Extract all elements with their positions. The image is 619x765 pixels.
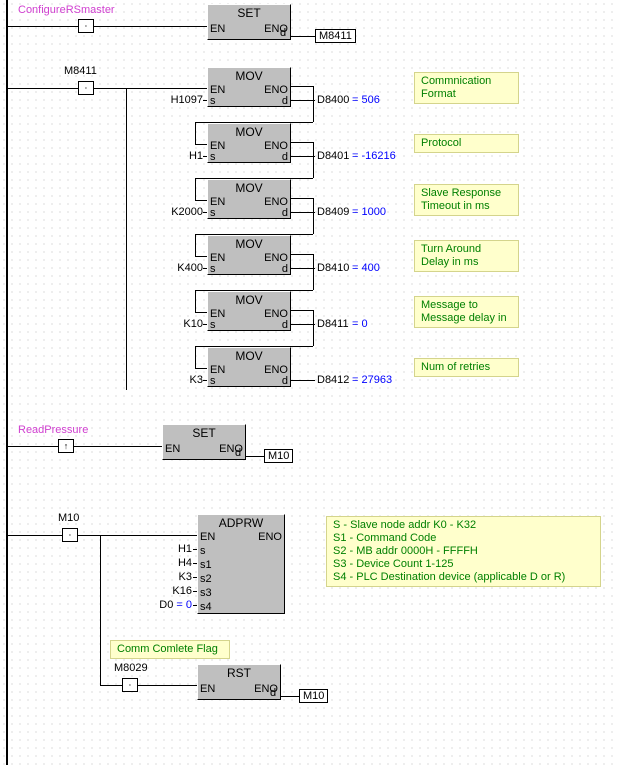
rung1-output: M8411 — [315, 29, 356, 43]
mov0-comment: Commnication Format — [414, 72, 519, 104]
rung1-set-block: SET EN ENO d — [207, 4, 291, 40]
mov4-comment: Message to Message delay in — [414, 296, 519, 328]
mov-block-2: MOV EN ENO s d — [207, 179, 291, 219]
mov-block-4: MOV EN ENO s d — [207, 291, 291, 331]
mov4-val: = 0 — [352, 318, 368, 330]
mov-block-0: MOV EN ENO s d — [207, 67, 291, 107]
adprw-in2: K3 — [142, 571, 192, 583]
adprw-block: ADPRW EN ENO s s1 s2 s3 s4 — [197, 514, 285, 614]
adprw-in4: D0 = 0 — [142, 599, 192, 611]
r2-contact-label: M8411 — [64, 65, 97, 77]
adprw-in0: H1 — [142, 543, 192, 555]
rung3-label: ReadPressure — [18, 424, 88, 436]
mov4-dout: D8411 — [317, 318, 349, 330]
mov1-dout: D8401 — [317, 150, 349, 162]
r4-contact[interactable]: ⸱ — [62, 528, 78, 542]
r2-contact[interactable]: ⸱ — [78, 81, 94, 95]
mov2-dout: D8409 — [317, 206, 349, 218]
mov4-sin: K10 — [163, 318, 203, 330]
rst-contact-label: M8029 — [114, 662, 148, 674]
comm-flag: Comm Comlete Flag — [110, 640, 230, 659]
mov0-dout: D8400 — [317, 94, 349, 106]
mov0-val: = 506 — [352, 94, 380, 106]
mov3-dout: D8410 — [317, 262, 349, 274]
rung3-contact[interactable]: ↑ — [58, 439, 74, 453]
mov5-dout: D8412 — [317, 374, 349, 386]
port-d: d — [280, 27, 286, 39]
adprw-in1: H4 — [142, 557, 192, 569]
r3-d: d — [235, 447, 241, 459]
rung1-label: ConfigureRSmaster — [18, 4, 115, 16]
mov-block-5: MOV EN ENO s d — [207, 347, 291, 387]
mov2-sin: K2000 — [163, 206, 203, 218]
mov5-comment: Num of retries — [414, 358, 519, 377]
r4-contact-label: M10 — [58, 512, 79, 524]
mov0-sin: H1097 — [163, 94, 203, 106]
rst-contact[interactable]: ⸱ — [122, 678, 138, 692]
mov3-sin: K400 — [163, 262, 203, 274]
rst-output: M10 — [299, 689, 328, 703]
mov-block-3: MOV EN ENO s d — [207, 235, 291, 275]
rst-block: RST EN ENO — [197, 664, 281, 700]
mov3-comment: Turn Around Delay in ms — [414, 240, 519, 272]
rst-d: d — [270, 687, 276, 699]
rung3-output: M10 — [264, 449, 293, 463]
adprw-help: S - Slave node addr K0 - K32 S1 - Comman… — [326, 516, 601, 587]
adprw-in3: K16 — [142, 585, 192, 597]
mov2-comment: Slave Response Timeout in ms — [414, 184, 519, 216]
rung1-contact[interactable]: ⸱ — [78, 19, 94, 33]
mov5-sin: K3 — [163, 374, 203, 386]
mov2-val: = 1000 — [352, 206, 386, 218]
mov-block-1: MOV EN ENO s d — [207, 123, 291, 163]
mov1-sin: H1 — [163, 150, 203, 162]
mov5-val: = 27963 — [352, 374, 392, 386]
rung3-set-block: SET EN ENO — [162, 424, 246, 460]
mov1-comment: Protocol — [414, 134, 519, 153]
mov1-val: = -16216 — [352, 150, 396, 162]
mov3-val: = 400 — [352, 262, 380, 274]
